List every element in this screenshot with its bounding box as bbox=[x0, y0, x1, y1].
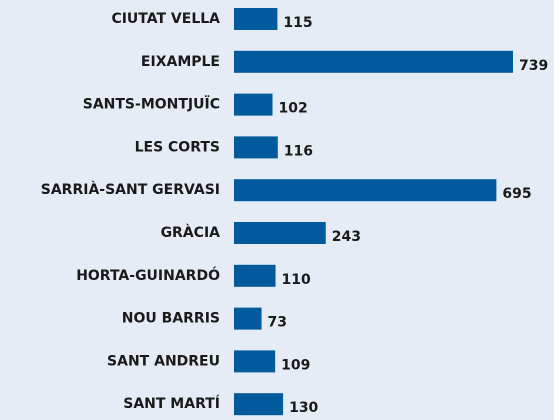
category-label: SARRIÀ-SANT GERVASI bbox=[41, 181, 220, 198]
bar bbox=[234, 50, 513, 73]
value-label: 243 bbox=[332, 229, 361, 245]
value-label: 102 bbox=[279, 101, 308, 117]
category-label: SANT ANDREU bbox=[107, 353, 220, 369]
value-label: 73 bbox=[268, 315, 287, 331]
bar bbox=[234, 264, 276, 287]
bar bbox=[234, 393, 284, 416]
value-label: 695 bbox=[502, 186, 531, 202]
value-label: 116 bbox=[284, 143, 313, 159]
category-label: SANTS-MONTJUÏC bbox=[83, 96, 220, 113]
bar bbox=[234, 136, 278, 159]
bar bbox=[234, 307, 262, 330]
bar bbox=[234, 222, 326, 244]
category-label: EIXAMPLE bbox=[141, 54, 220, 70]
category-label: NOU BARRIS bbox=[122, 311, 220, 327]
value-label: 115 bbox=[283, 15, 312, 31]
value-label: 130 bbox=[289, 400, 318, 416]
value-label: 739 bbox=[519, 58, 548, 74]
category-label: GRÀCIA bbox=[161, 224, 221, 241]
bar bbox=[234, 93, 273, 116]
bar bbox=[234, 350, 276, 373]
category-label: LES CORTS bbox=[135, 139, 220, 155]
bar bbox=[234, 8, 278, 30]
value-label: 109 bbox=[281, 357, 310, 373]
bar bbox=[234, 179, 497, 202]
category-label: SANT MARTÍ bbox=[123, 395, 220, 412]
category-label: HORTA-GUINARDÓ bbox=[76, 266, 220, 284]
category-label: CIUTAT VELLA bbox=[111, 11, 220, 27]
value-label: 110 bbox=[282, 272, 311, 288]
